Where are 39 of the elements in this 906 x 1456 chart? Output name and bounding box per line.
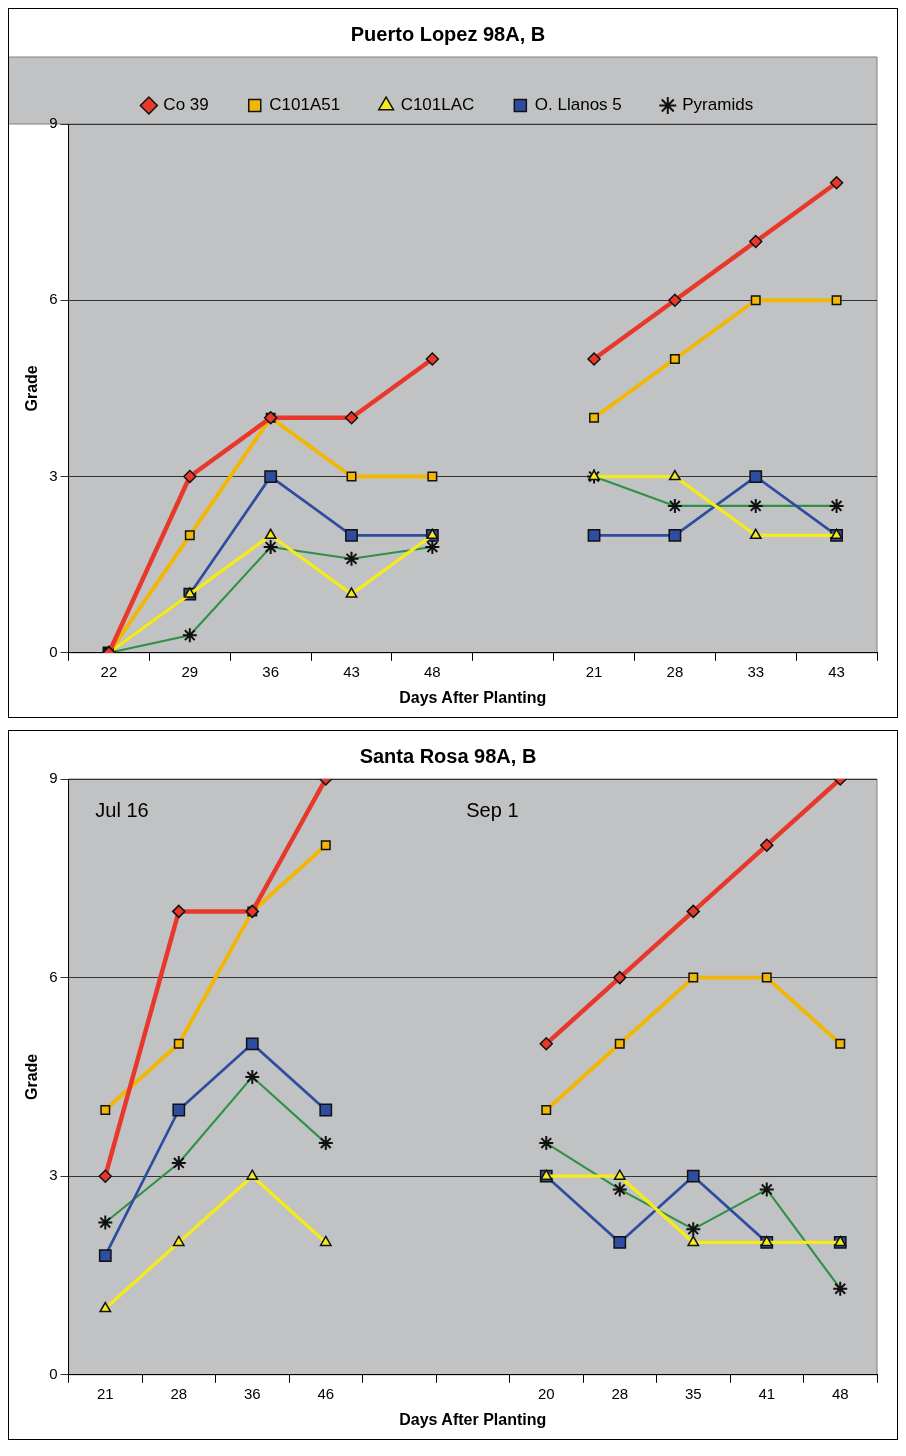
y-tick-label: 0 xyxy=(49,642,58,660)
legend-label: Pyramids xyxy=(682,95,754,115)
y-tick-label: 3 xyxy=(49,466,58,484)
x-tick-label: 33 xyxy=(747,662,765,680)
x-tick-label: 36 xyxy=(262,662,279,680)
x-tick-label: 35 xyxy=(684,1384,702,1402)
legend-label: C101A51 xyxy=(269,95,341,115)
y-tick-label: 0 xyxy=(49,1364,58,1382)
y-axis-title: Grade xyxy=(23,1053,41,1101)
legend-label: O. Llanos 5 xyxy=(534,95,622,115)
x-tick-label: 43 xyxy=(343,662,360,680)
y-tick-label: 6 xyxy=(49,967,58,985)
legend-label: Co 39 xyxy=(163,95,209,115)
x-tick-label: 20 xyxy=(537,1384,555,1402)
x-tick-label: 41 xyxy=(758,1384,776,1402)
x-tick-label: 22 xyxy=(100,662,118,680)
annotation: Jul 16 xyxy=(95,798,149,821)
x-tick-label: 21 xyxy=(585,662,603,680)
chart-title: Puerto Lopez 98A, B xyxy=(350,22,546,45)
x-axis-title: Days After Planting xyxy=(399,688,547,706)
x-axis-title: Days After Planting xyxy=(399,1410,547,1428)
x-tick-label: 48 xyxy=(831,1384,849,1402)
x-tick-label: 28 xyxy=(666,662,684,680)
y-tick-label: 9 xyxy=(49,769,58,787)
x-tick-label: 46 xyxy=(317,1384,335,1402)
x-tick-label: 36 xyxy=(243,1384,261,1402)
x-tick-label: 21 xyxy=(96,1384,114,1402)
chart-title: Santa Rosa 98A, B xyxy=(359,744,537,767)
y-tick-label: 9 xyxy=(49,114,58,132)
x-tick-label: 28 xyxy=(170,1384,188,1402)
x-tick-label: 43 xyxy=(828,662,845,680)
annotation: Sep 1 xyxy=(466,798,519,821)
x-tick-label: 29 xyxy=(181,662,199,680)
legend-label: C101LAC xyxy=(400,95,475,115)
y-tick-label: 6 xyxy=(49,290,58,308)
y-tick-label: 3 xyxy=(49,1166,58,1184)
x-tick-label: 28 xyxy=(611,1384,629,1402)
y-axis-title: Grade xyxy=(23,365,41,412)
x-tick-label: 48 xyxy=(424,662,441,680)
